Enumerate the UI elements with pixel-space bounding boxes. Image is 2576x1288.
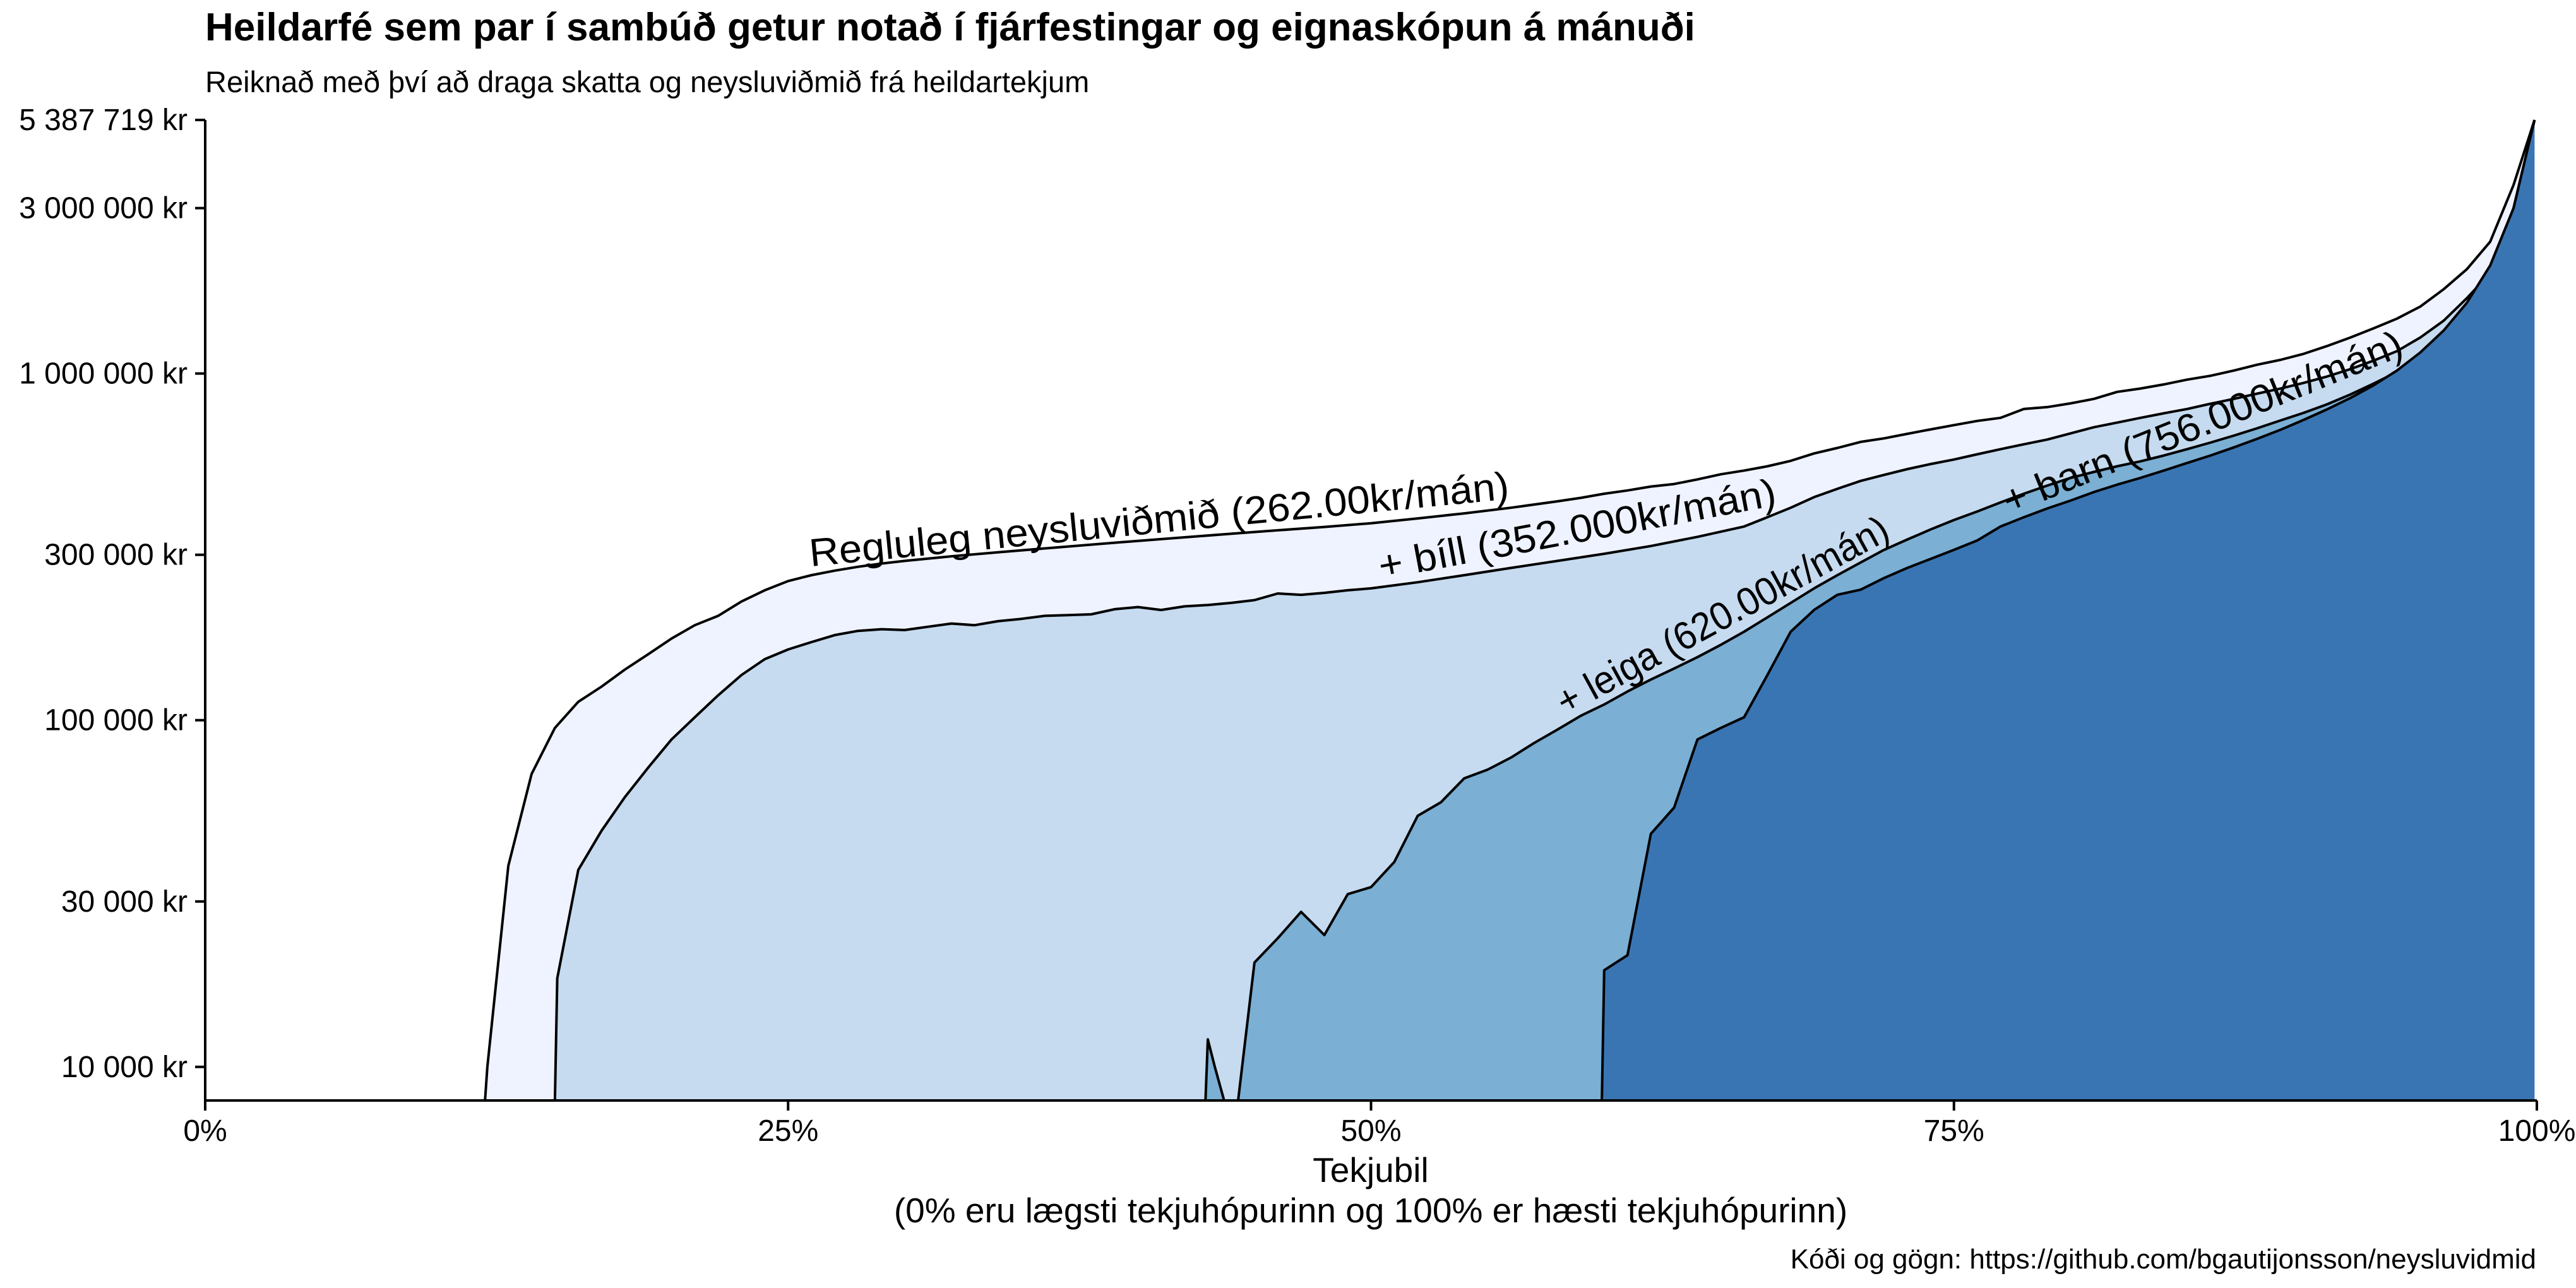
series-line-3 (1204, 119, 2536, 1102)
y-tick-label: 10 000 kr (61, 1051, 188, 1084)
y-ticks: 10 000 kr 30 000 kr 100 000 kr 300 000 kr 1 … (19, 104, 205, 1084)
series-line-1 (484, 119, 2536, 1101)
y-tick-label: 3 000 000 kr (19, 192, 188, 225)
y-tick-label: 300 000 kr (44, 539, 188, 572)
x-tick-label: 100% (2498, 1114, 2576, 1148)
y-tick-label: 5 387 719 kr (19, 104, 188, 137)
series-line-2 (553, 119, 2536, 1101)
chart-subtitle: Reiknað með því að draga skatta og neysl… (205, 65, 1090, 98)
chart-caption: Kóði og gögn: https://github.com/bgautij… (1790, 1244, 2536, 1275)
area-series-4 (1602, 120, 2535, 1100)
y-tick-label: 1 000 000 kr (19, 357, 188, 391)
y-tick-label: 30 000 kr (61, 885, 188, 919)
x-axis-title: Tekjubil (1313, 1150, 1428, 1190)
chart-title: Heildarfé sem par í sambúð getur notað í… (205, 6, 1695, 49)
x-ticks: 0% 25% 50% 75% 100% (183, 1100, 2575, 1148)
x-axis-note: (0% eru lægsti tekjuhópurinn og 100% er … (894, 1191, 1847, 1230)
area-layers (484, 119, 2536, 1102)
x-tick-label: 25% (758, 1114, 818, 1148)
y-tick-label: 100 000 kr (44, 704, 188, 737)
x-tick-label: 75% (1924, 1114, 1984, 1148)
series-line-4 (1601, 119, 2536, 1101)
x-tick-label: 0% (183, 1114, 227, 1148)
x-tick-label: 50% (1340, 1114, 1401, 1148)
